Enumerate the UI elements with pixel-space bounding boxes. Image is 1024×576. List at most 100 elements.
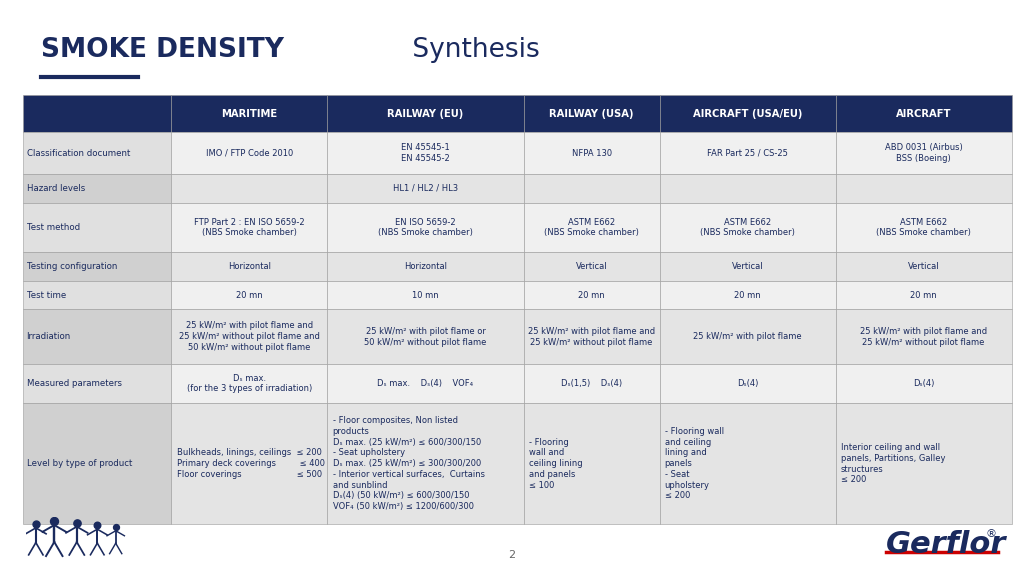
- Text: ABD 0031 (Airbus)
BSS (Boeing): ABD 0031 (Airbus) BSS (Boeing): [885, 143, 963, 163]
- Text: MARITIME: MARITIME: [221, 109, 278, 119]
- Bar: [171, 132, 328, 174]
- Bar: [171, 309, 328, 364]
- Text: NFPA 130: NFPA 130: [571, 149, 611, 158]
- Bar: [328, 252, 523, 281]
- Bar: [659, 364, 836, 403]
- Bar: [659, 281, 836, 309]
- Bar: [23, 203, 171, 252]
- Bar: [23, 364, 171, 403]
- Text: Bulkheads, linings, ceilings  ≤ 200
Primary deck coverings         ≤ 400
Floor c: Bulkheads, linings, ceilings ≤ 200 Prima…: [176, 449, 325, 479]
- Text: Vertical: Vertical: [732, 262, 763, 271]
- Text: Dₛ(4): Dₛ(4): [737, 379, 758, 388]
- Text: RAILWAY (EU): RAILWAY (EU): [387, 109, 464, 119]
- Text: HL1 / HL2 / HL3: HL1 / HL2 / HL3: [393, 184, 458, 193]
- Bar: [659, 132, 836, 174]
- Bar: [328, 364, 523, 403]
- Bar: [328, 95, 523, 132]
- Bar: [523, 174, 659, 203]
- Text: Test time: Test time: [27, 290, 66, 300]
- Bar: [171, 364, 328, 403]
- Text: FAR Part 25 / CS-25: FAR Part 25 / CS-25: [708, 149, 788, 158]
- Bar: [836, 403, 1012, 524]
- Text: FTP Part 2 : EN ISO 5659-2
(NBS Smoke chamber): FTP Part 2 : EN ISO 5659-2 (NBS Smoke ch…: [195, 218, 305, 237]
- Text: RAILWAY (USA): RAILWAY (USA): [549, 109, 634, 119]
- Text: ASTM E662
(NBS Smoke chamber): ASTM E662 (NBS Smoke chamber): [700, 218, 795, 237]
- Text: 25 kW/m² with pilot flame or
50 kW/m² without pilot flame: 25 kW/m² with pilot flame or 50 kW/m² wi…: [365, 327, 486, 347]
- Text: 25 kW/m² with pilot flame: 25 kW/m² with pilot flame: [693, 332, 802, 341]
- Bar: [836, 203, 1012, 252]
- Bar: [171, 95, 328, 132]
- Text: - Floor composites, Non listed
products
Dₛ max. (25 kW/m²) ≤ 600/300/150
- Seat : - Floor composites, Non listed products …: [333, 416, 484, 511]
- Text: 20 mn: 20 mn: [237, 290, 263, 300]
- Text: 20 mn: 20 mn: [734, 290, 761, 300]
- Bar: [523, 132, 659, 174]
- Bar: [23, 281, 171, 309]
- Text: Testing configuration: Testing configuration: [27, 262, 117, 271]
- Text: Dₛ max.    Dₛ(4)    VOF₄: Dₛ max. Dₛ(4) VOF₄: [378, 379, 474, 388]
- Bar: [659, 309, 836, 364]
- Text: EN ISO 5659-2
(NBS Smoke chamber): EN ISO 5659-2 (NBS Smoke chamber): [378, 218, 473, 237]
- Text: Dₛ max.
(for the 3 types of irradiation): Dₛ max. (for the 3 types of irradiation): [186, 374, 312, 393]
- Bar: [659, 95, 836, 132]
- Bar: [328, 403, 523, 524]
- Text: Vertical: Vertical: [575, 262, 607, 271]
- Text: Horizontal: Horizontal: [228, 262, 271, 271]
- Bar: [328, 174, 523, 203]
- Bar: [659, 203, 836, 252]
- Bar: [328, 203, 523, 252]
- Bar: [836, 174, 1012, 203]
- Text: 10 mn: 10 mn: [413, 290, 439, 300]
- Text: ASTM E662
(NBS Smoke chamber): ASTM E662 (NBS Smoke chamber): [544, 218, 639, 237]
- Text: Gerflor: Gerflor: [886, 530, 1007, 559]
- Bar: [23, 309, 171, 364]
- Bar: [23, 132, 171, 174]
- Text: - Flooring wall
and ceiling
lining and
panels
- Seat
upholstery
≤ 200: - Flooring wall and ceiling lining and p…: [665, 427, 724, 501]
- Bar: [23, 174, 171, 203]
- Bar: [523, 95, 659, 132]
- Bar: [23, 252, 171, 281]
- Bar: [171, 281, 328, 309]
- Bar: [328, 309, 523, 364]
- Text: Dₛ(4): Dₛ(4): [913, 379, 934, 388]
- Bar: [836, 252, 1012, 281]
- Bar: [523, 252, 659, 281]
- Text: AIRCRAFT (USA/EU): AIRCRAFT (USA/EU): [693, 109, 802, 119]
- Text: Classification document: Classification document: [27, 149, 130, 158]
- Text: Hazard levels: Hazard levels: [27, 184, 85, 193]
- Text: 2: 2: [509, 550, 515, 560]
- Bar: [836, 281, 1012, 309]
- Text: ASTM E662
(NBS Smoke chamber): ASTM E662 (NBS Smoke chamber): [877, 218, 971, 237]
- Bar: [523, 403, 659, 524]
- Text: 25 kW/m² with pilot flame and
25 kW/m² without pilot flame: 25 kW/m² with pilot flame and 25 kW/m² w…: [860, 327, 987, 347]
- Bar: [523, 203, 659, 252]
- Bar: [659, 403, 836, 524]
- Text: 25 kW/m² with pilot flame and
25 kW/m² without pilot flame: 25 kW/m² with pilot flame and 25 kW/m² w…: [528, 327, 655, 347]
- Bar: [171, 174, 328, 203]
- Bar: [171, 403, 328, 524]
- Bar: [23, 95, 171, 132]
- Bar: [171, 203, 328, 252]
- Text: Level by type of product: Level by type of product: [27, 459, 132, 468]
- Text: Dₛ(1,5)    Dₛ(4): Dₛ(1,5) Dₛ(4): [561, 379, 623, 388]
- Text: AIRCRAFT: AIRCRAFT: [896, 109, 951, 119]
- Bar: [328, 132, 523, 174]
- Bar: [659, 174, 836, 203]
- Text: SMOKE DENSITY: SMOKE DENSITY: [41, 37, 284, 63]
- Bar: [836, 95, 1012, 132]
- Text: Test method: Test method: [27, 223, 80, 232]
- Text: Vertical: Vertical: [908, 262, 939, 271]
- Bar: [523, 281, 659, 309]
- Text: Irradiation: Irradiation: [27, 332, 71, 341]
- Bar: [659, 252, 836, 281]
- Bar: [328, 281, 523, 309]
- Text: 20 mn: 20 mn: [910, 290, 937, 300]
- Text: Interior ceiling and wall
panels, Partitions, Galley
structures
≤ 200: Interior ceiling and wall panels, Partit…: [841, 443, 945, 484]
- Bar: [836, 364, 1012, 403]
- Text: Horizontal: Horizontal: [404, 262, 447, 271]
- Text: ®: ®: [985, 529, 996, 540]
- Bar: [836, 132, 1012, 174]
- Text: Measured parameters: Measured parameters: [27, 379, 122, 388]
- Text: 20 mn: 20 mn: [579, 290, 605, 300]
- Bar: [523, 309, 659, 364]
- Bar: [836, 309, 1012, 364]
